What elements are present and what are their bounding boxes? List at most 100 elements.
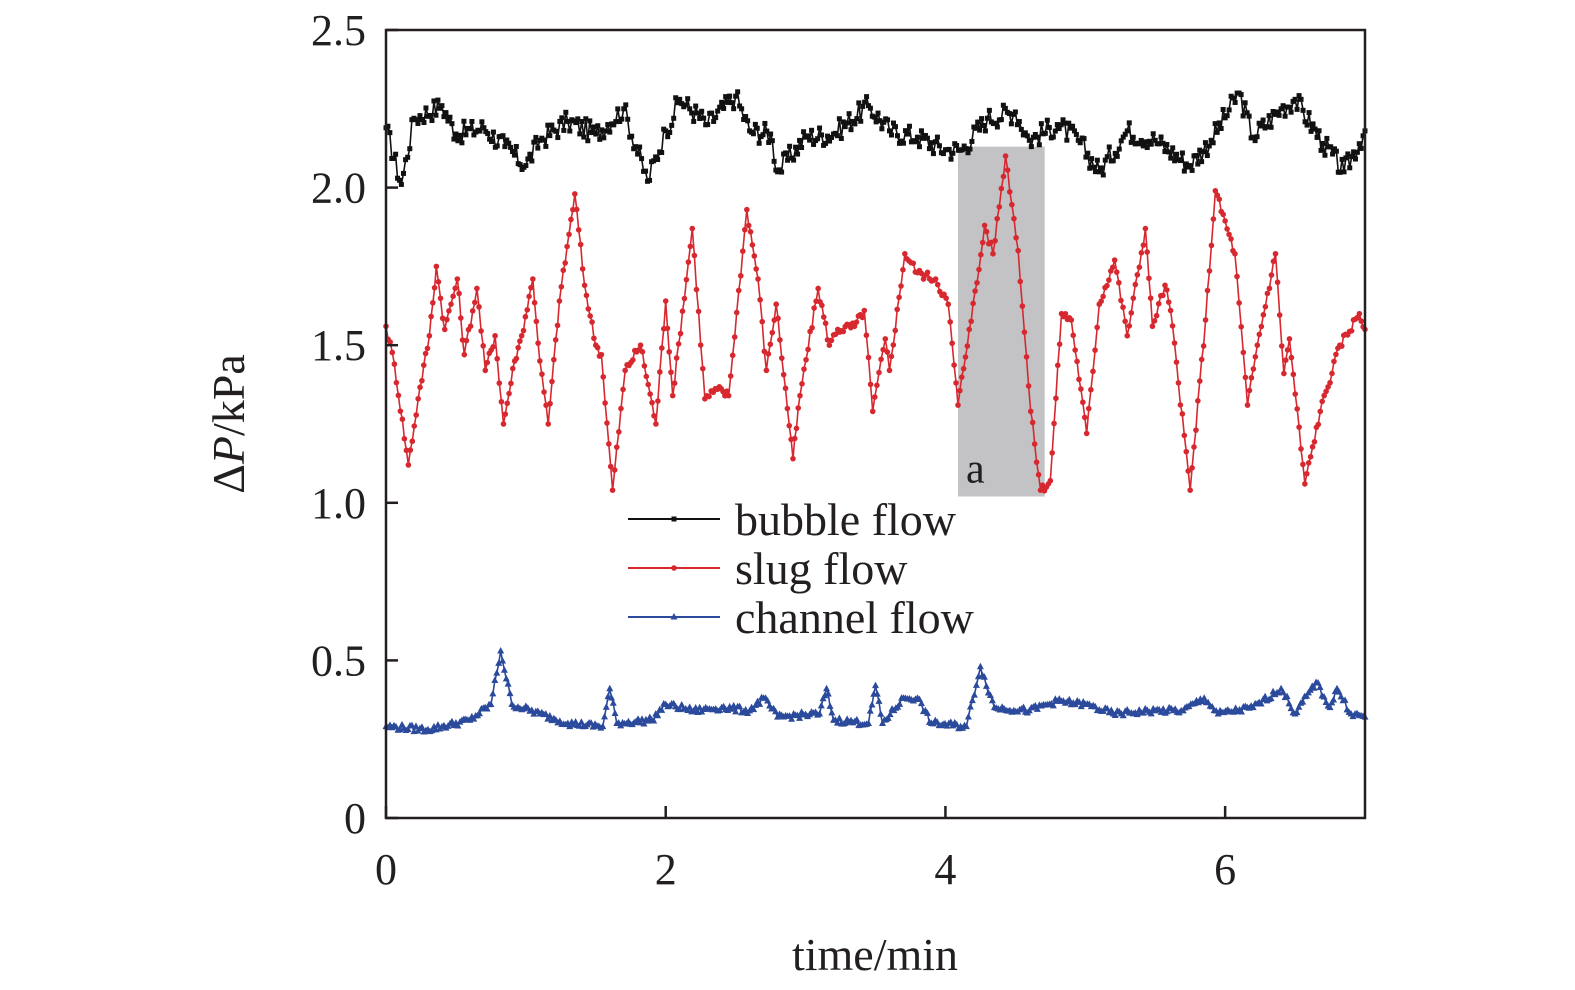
- data-point: [1149, 323, 1156, 330]
- data-point: [697, 115, 703, 121]
- data-point: [601, 135, 607, 141]
- data-point: [1162, 149, 1168, 155]
- data-point: [560, 267, 567, 274]
- data-point: [515, 344, 521, 351]
- data-point: [1216, 120, 1222, 126]
- data-point: [1009, 201, 1015, 208]
- data-point: [1124, 332, 1131, 339]
- data-point: [412, 722, 420, 729]
- data-point: [884, 349, 891, 355]
- data-point: [506, 689, 514, 697]
- data-point: [756, 140, 762, 146]
- data-point: [928, 140, 934, 146]
- data-point: [651, 158, 657, 164]
- data-point: [1106, 144, 1112, 150]
- data-point: [1228, 236, 1234, 242]
- data-point: [500, 133, 506, 139]
- data-point: [463, 132, 469, 138]
- data-point: [587, 313, 593, 319]
- data-point: [1232, 99, 1238, 105]
- data-point: [485, 131, 491, 137]
- data-point: [667, 129, 673, 135]
- data-point: [1183, 161, 1189, 167]
- data-point: [1150, 131, 1156, 137]
- data-point: [401, 435, 408, 442]
- data-point: [476, 304, 482, 310]
- data-point: [662, 298, 669, 304]
- data-point: [572, 191, 578, 197]
- data-point: [890, 120, 896, 126]
- data-point: [668, 369, 674, 376]
- data-point: [1083, 154, 1089, 160]
- data-point: [824, 689, 832, 697]
- data-point: [1164, 287, 1170, 293]
- data-point: [1248, 374, 1255, 381]
- data-point: [407, 146, 413, 152]
- data-point: [498, 398, 505, 405]
- data-point: [1335, 688, 1343, 695]
- data-point: [448, 301, 454, 307]
- data-point: [842, 124, 848, 130]
- data-point: [1147, 709, 1155, 717]
- data-point: [879, 126, 885, 132]
- data-point: [936, 143, 942, 149]
- data-point: [950, 150, 956, 156]
- data-point: [1349, 154, 1355, 160]
- data-point: [1038, 121, 1044, 127]
- data-point: [681, 295, 688, 302]
- data-point: [497, 646, 505, 654]
- data-point: [1094, 324, 1100, 331]
- data-point: [671, 380, 678, 386]
- data-point: [750, 705, 758, 713]
- data-point: [1250, 366, 1257, 372]
- data-point: [1330, 151, 1336, 157]
- data-point: [840, 328, 847, 335]
- data-point: [447, 114, 453, 120]
- data-point: [1290, 371, 1297, 378]
- data-point: [461, 351, 468, 358]
- data-point: [752, 121, 758, 127]
- data-point: [616, 429, 622, 435]
- data-point: [1200, 343, 1207, 349]
- data-point: [1193, 153, 1199, 159]
- data-point: [1146, 275, 1152, 282]
- data-point: [969, 138, 975, 144]
- data-point: [1111, 257, 1118, 263]
- data-point: [1189, 464, 1195, 471]
- data-point: [1199, 159, 1205, 165]
- data-point: [449, 121, 455, 127]
- data-point: [1258, 323, 1265, 330]
- data-point: [1283, 692, 1291, 700]
- data-point: [675, 100, 681, 106]
- data-point: [820, 314, 827, 320]
- data-point: [1285, 699, 1293, 707]
- data-point: [1018, 126, 1024, 132]
- data-point: [1292, 391, 1299, 397]
- x-tick-label: 2: [655, 845, 677, 894]
- data-point: [920, 135, 926, 141]
- data-point: [1310, 121, 1316, 127]
- data-point: [1181, 168, 1187, 174]
- data-point: [816, 709, 824, 717]
- data-point: [1319, 398, 1326, 405]
- data-point: [1164, 142, 1170, 148]
- data-point: [1333, 148, 1339, 154]
- data-point: [1167, 307, 1174, 314]
- data-point: [1356, 310, 1363, 317]
- data-point: [1212, 187, 1219, 194]
- data-point: [1060, 117, 1066, 123]
- data-point: [882, 336, 889, 342]
- data-point: [828, 708, 836, 716]
- data-point: [961, 143, 967, 149]
- data-point: [685, 259, 692, 265]
- data-point: [772, 707, 780, 715]
- data-point: [546, 711, 554, 719]
- data-point: [815, 285, 821, 292]
- data-point: [974, 279, 980, 286]
- data-point: [990, 250, 996, 257]
- data-point: [494, 355, 500, 362]
- data-point: [613, 119, 619, 125]
- data-point: [1046, 125, 1052, 131]
- data-point: [982, 128, 988, 134]
- data-point: [669, 122, 675, 128]
